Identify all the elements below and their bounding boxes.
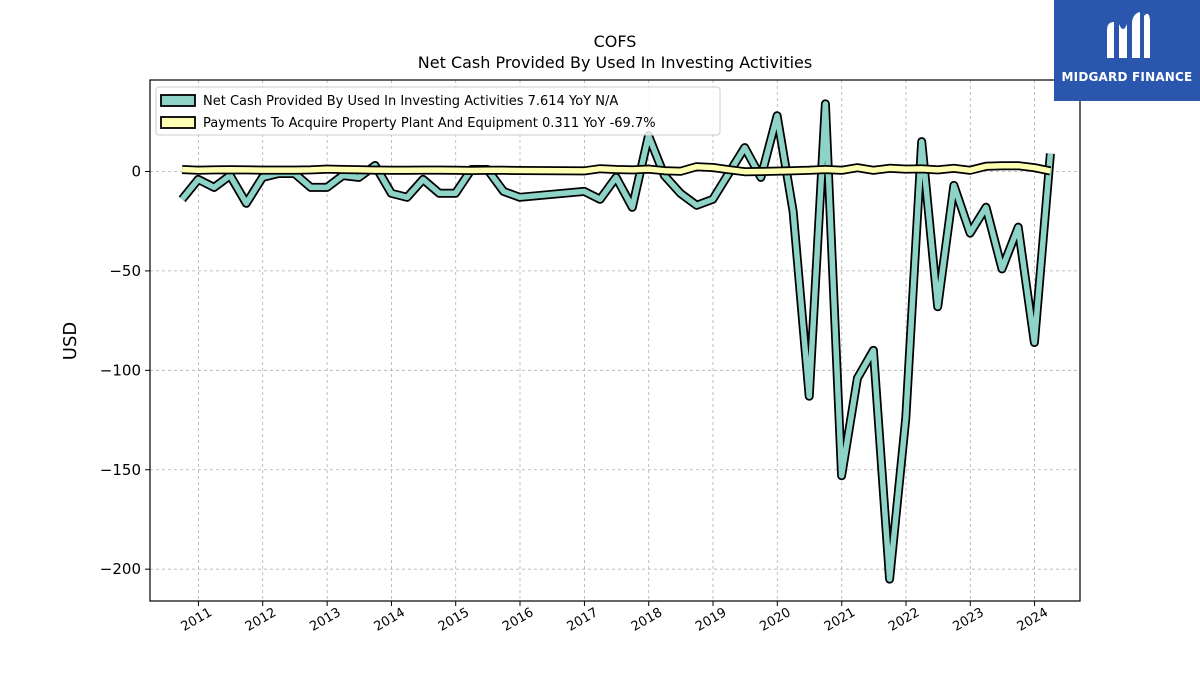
x-tick-label: 2022 xyxy=(886,605,922,635)
legend-label: Payments To Acquire Property Plant And E… xyxy=(203,116,656,131)
x-tick-label: 2018 xyxy=(629,605,665,635)
legend-label: Net Cash Provided By Used In Investing A… xyxy=(203,94,618,109)
brand-logo: MIDGARD FINANCE xyxy=(1054,0,1200,101)
legend-box xyxy=(155,86,721,136)
x-tick-label: 2020 xyxy=(757,605,793,635)
series-1-line xyxy=(181,162,1051,175)
legend-swatch xyxy=(160,94,196,107)
series-0-line xyxy=(179,101,1054,582)
y-tick-label: −200 xyxy=(100,560,141,578)
x-tick-label: 2019 xyxy=(693,605,729,635)
y-tick-label: 0 xyxy=(131,162,141,180)
legend-swatch xyxy=(160,116,196,129)
y-axis: 0 −50 −100 −150 −200 xyxy=(100,162,150,578)
x-axis: 2011 2012 2013 2014 2015 2016 2017 2018 2019 2020… xyxy=(179,601,1051,635)
y-axis-label: USD xyxy=(60,322,81,360)
x-tick-label: 2017 xyxy=(565,605,601,635)
chart-title: COFS xyxy=(594,32,637,51)
x-tick-label: 2016 xyxy=(500,605,536,635)
legend: Net Cash Provided By Used In Investing A… xyxy=(155,86,721,136)
y-tick-label: −100 xyxy=(100,361,141,379)
series-lines xyxy=(178,99,1055,584)
logo-text: MIDGARD FINANCE xyxy=(1061,70,1193,84)
x-tick-label: 2015 xyxy=(436,605,472,635)
y-tick-label: −50 xyxy=(109,262,141,280)
grid-lines xyxy=(150,80,1080,601)
chart-subtitle: Net Cash Provided By Used In Investing A… xyxy=(418,53,812,72)
x-tick-label: 2013 xyxy=(307,605,343,635)
x-tick-label: 2014 xyxy=(372,605,408,635)
x-tick-label: 2023 xyxy=(950,605,986,635)
plot-frame xyxy=(149,79,1081,602)
y-tick-label: −150 xyxy=(100,461,141,479)
x-tick-label: 2024 xyxy=(1015,605,1051,635)
x-tick-label: 2011 xyxy=(179,605,215,635)
x-tick-label: 2012 xyxy=(243,605,279,635)
x-tick-label: 2021 xyxy=(822,605,858,635)
midgard-logo-icon xyxy=(1107,12,1150,58)
